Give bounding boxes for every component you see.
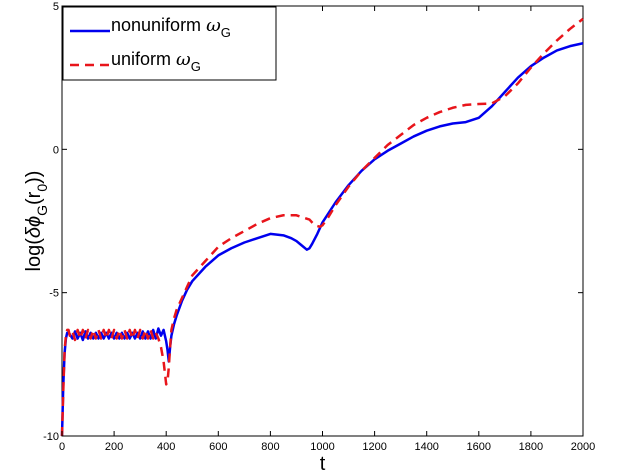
x-tick-label: 2000 bbox=[571, 441, 595, 453]
y-label-post: )) bbox=[23, 171, 45, 184]
x-tick-label: 800 bbox=[261, 441, 279, 453]
x-tick-label: 1200 bbox=[362, 441, 386, 453]
y-label-delta: δ bbox=[23, 226, 45, 238]
legend: nonuniform ωG uniform ωG bbox=[62, 6, 277, 81]
x-tick-label: 600 bbox=[209, 441, 227, 453]
y-label-sub-0: 0 bbox=[34, 184, 50, 192]
y-axis-label: log(δϕG(r0)) bbox=[23, 171, 50, 272]
legend-box bbox=[62, 6, 277, 81]
x-tick-label: 1600 bbox=[467, 441, 491, 453]
x-tick-label: 0 bbox=[59, 441, 65, 453]
y-tick-label: -5 bbox=[49, 288, 59, 300]
legend-label-nonuniform: nonuniform ωG bbox=[111, 15, 231, 40]
tick-layer: 0 200 400 600 800 1000 1200 1400 1600 1800 2000 -10… bbox=[43, 1, 595, 453]
y-label-pre: log( bbox=[23, 238, 45, 272]
x-tick-label: 200 bbox=[105, 441, 123, 453]
x-axis-label: t bbox=[320, 453, 326, 475]
series-uniform-line bbox=[60, 17, 584, 437]
y-label-sub-g: G bbox=[34, 205, 50, 216]
legend-label-uniform: uniform ωG bbox=[111, 49, 201, 74]
series-layer bbox=[60, 17, 584, 437]
x-tick-label: 1800 bbox=[519, 441, 543, 453]
y-tick-label: -10 bbox=[43, 431, 59, 443]
y-label-mid: (r bbox=[23, 191, 45, 205]
y-tick-label: 0 bbox=[53, 144, 59, 156]
x-tick-label: 1000 bbox=[310, 441, 334, 453]
x-tick-label: 1400 bbox=[414, 441, 438, 453]
y-label-phi: ϕ bbox=[23, 216, 45, 227]
y-tick-label: 5 bbox=[53, 1, 59, 13]
x-tick-label: 400 bbox=[157, 441, 175, 453]
